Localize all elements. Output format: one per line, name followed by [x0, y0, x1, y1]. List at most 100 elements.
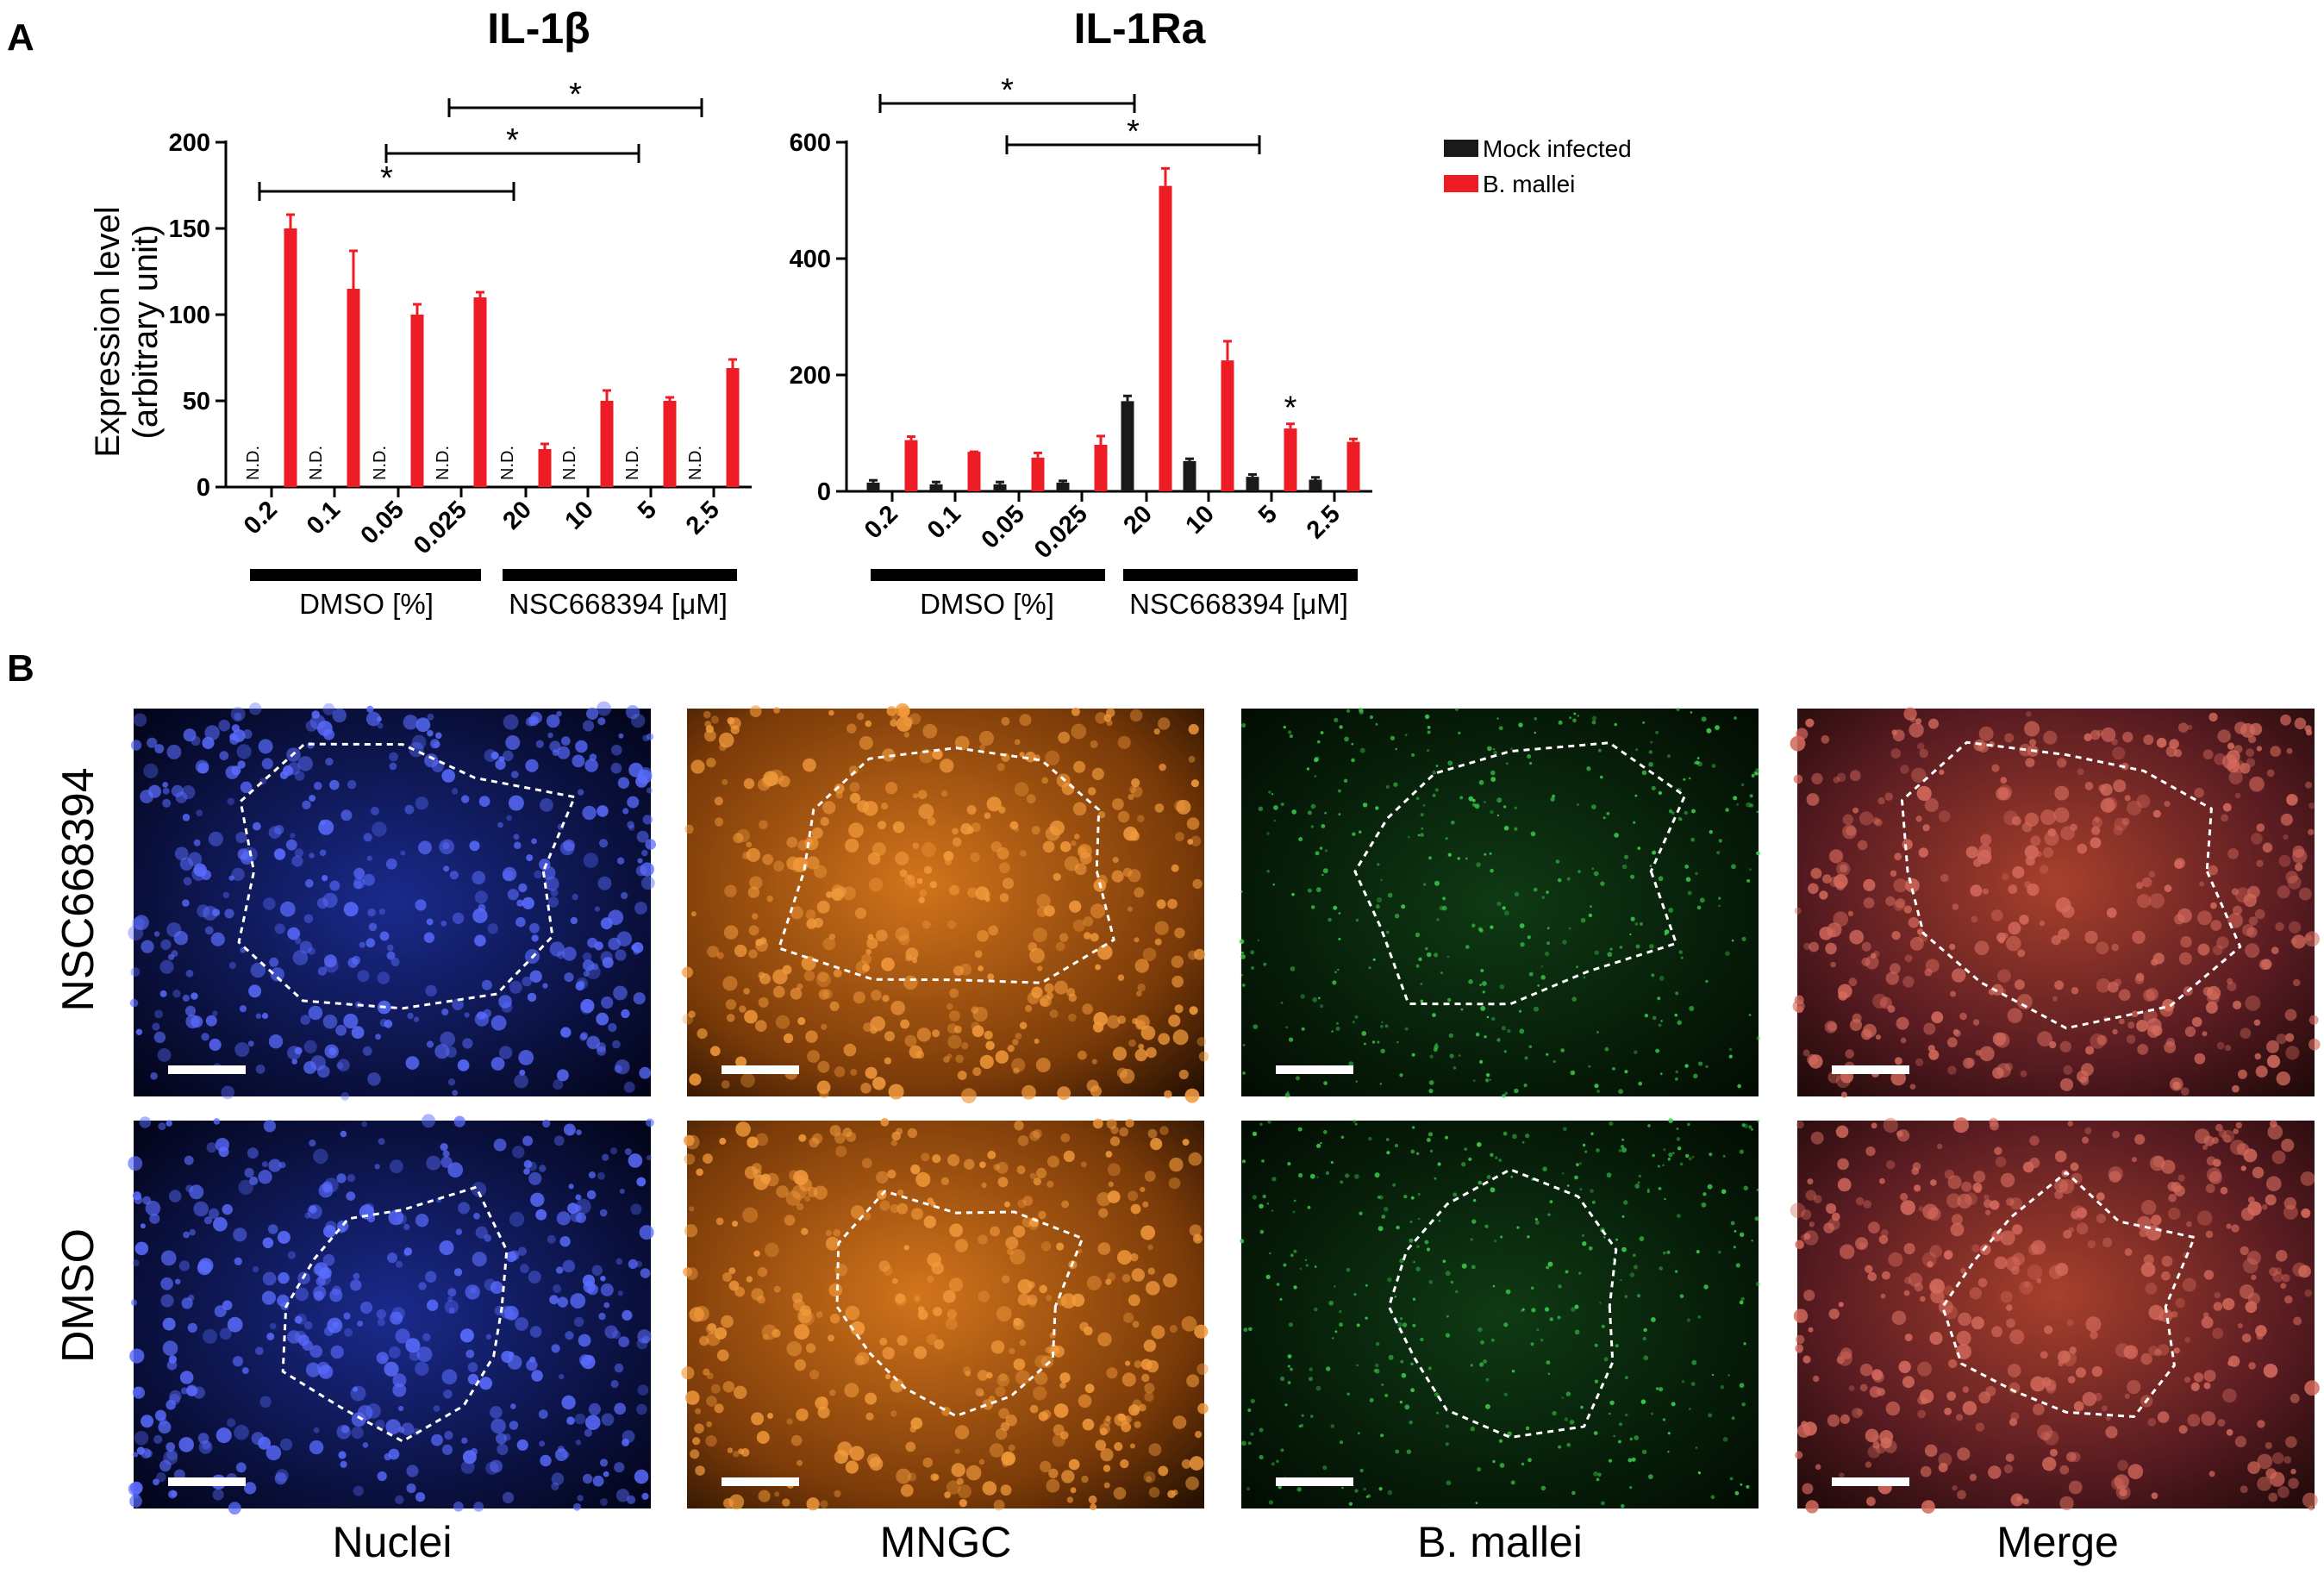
micrograph-dmso-mngc: [681, 1117, 1209, 1511]
x-tick-label: 5: [633, 496, 662, 525]
point-significance-star: *: [1284, 390, 1297, 427]
bar-mock-infected: [993, 484, 1007, 491]
group-label-nsc: NSC668394 [μM]: [509, 588, 728, 620]
cell-texture: [128, 1114, 654, 1515]
scale-bar: [1832, 1477, 1909, 1486]
bar-b-mallei: [538, 449, 552, 487]
mngc-outline: [1901, 740, 2242, 1030]
mngc-outline: [237, 742, 577, 1010]
column-label-bmallei: B. mallei: [1417, 1518, 1583, 1566]
column-label-mngc: MNGC: [880, 1518, 1012, 1566]
micrograph-background: [1241, 1121, 1759, 1508]
bar-b-mallei: [1159, 185, 1172, 491]
scale-bar: [168, 1477, 246, 1486]
group-bar: [503, 569, 737, 581]
not-detected-label: N.D.: [371, 446, 390, 480]
mngc-outline: [835, 1190, 1084, 1418]
y-tick-label: 600: [790, 129, 831, 157]
cell-texture: [1790, 707, 2321, 1098]
mngc-outline: [1941, 1171, 2196, 1418]
y-axis-label-line1: Expression level: [89, 206, 127, 457]
chart-il1b: IL-1β Expression level (arbitrary unit) …: [89, 4, 752, 620]
y-tick-label: 200: [790, 362, 831, 390]
significance-star: *: [569, 77, 582, 113]
scale-bar: [168, 1065, 246, 1074]
column-label-nuclei: Nuclei: [333, 1518, 453, 1566]
cell-texture: [128, 701, 656, 1101]
micrograph-nsc668394-bmallei: [1239, 707, 1761, 1098]
y-tick-label: 150: [169, 215, 210, 243]
y-tick-label: 200: [169, 129, 210, 157]
x-tick-label: 0.2: [239, 496, 283, 540]
group-label-nsc: NSC668394 [μM]: [1129, 588, 1348, 620]
x-tick-label: 20: [498, 496, 537, 534]
y-tick-label: 100: [169, 302, 210, 329]
column-label-merge: Merge: [1996, 1518, 2119, 1566]
not-detected-label: N.D.: [434, 446, 453, 480]
bar-b-mallei: [726, 368, 740, 487]
not-detected-label: N.D.: [244, 446, 263, 480]
significance-star: *: [506, 122, 519, 159]
x-tick-label: 10: [1181, 500, 1220, 539]
group-bar: [871, 569, 1105, 581]
x-tick-label: 0.1: [302, 496, 346, 540]
cell-texture: [1790, 1117, 2320, 1514]
micrograph-background: [1241, 709, 1759, 1096]
micrograph-nsc668394-nuclei: [128, 701, 656, 1101]
bar-b-mallei: [347, 289, 360, 487]
y-tick-label: 50: [183, 388, 210, 415]
chart-title: IL-1Ra: [1074, 4, 1207, 53]
x-tick-label: 20: [1119, 500, 1158, 539]
significance-star: *: [1001, 72, 1014, 109]
micrograph-nsc668394-mngc: [682, 703, 1209, 1104]
not-detected-label: N.D.: [307, 446, 326, 480]
bar-mock-infected: [866, 482, 880, 491]
y-tick-label: 400: [790, 246, 831, 273]
legend-label-infected: B. mallei: [1483, 171, 1575, 197]
row-label-dmso: DMSO: [53, 1228, 103, 1363]
legend: Mock infected B. mallei: [1444, 135, 1632, 197]
group-bar: [1123, 569, 1358, 581]
x-tick-label: 5: [1253, 500, 1283, 529]
mngc-outline: [778, 746, 1115, 984]
cell-texture: [1239, 707, 1761, 1098]
significance-star: *: [1127, 114, 1140, 150]
bar-b-mallei: [1284, 428, 1297, 491]
bar-b-mallei: [663, 401, 677, 487]
micrograph-grid: [128, 701, 2321, 1515]
legend-swatch-infected: [1444, 175, 1478, 192]
chart-il1ra: IL-1Ra DMSO [%] NSC668394 [μM] 0 200 400 60…: [790, 4, 1372, 620]
y-tick-label: 0: [817, 478, 831, 506]
x-tick-label: 0.05: [355, 496, 409, 550]
mngc-outline: [1387, 1168, 1618, 1439]
row-label-nsc668394: NSC668394: [53, 767, 103, 1011]
bar-mock-infected: [1183, 460, 1196, 491]
scale-bar: [1276, 1065, 1353, 1074]
scale-bar: [1832, 1065, 1909, 1074]
bar-b-mallei: [473, 297, 487, 487]
not-detected-label: N.D.: [623, 446, 642, 480]
legend-label-mock: Mock infected: [1483, 135, 1632, 162]
bar-b-mallei: [904, 440, 918, 491]
bar-mock-infected: [1056, 482, 1070, 491]
micrograph-background: [1797, 709, 2315, 1096]
x-tick-label: 0.05: [976, 500, 1030, 554]
panel-label-a: A: [7, 16, 34, 59]
x-tick-label: 0.1: [922, 500, 966, 544]
x-tick-label: 2.5: [1302, 500, 1346, 544]
bar-b-mallei: [1094, 445, 1108, 491]
panel-label-b: B: [7, 647, 34, 690]
group-label-dmso: DMSO [%]: [299, 588, 434, 620]
cell-texture: [681, 1117, 1209, 1511]
significance-star: *: [380, 160, 393, 197]
bar-b-mallei: [1221, 360, 1234, 491]
micrograph-dmso-bmallei: [1240, 1118, 1760, 1508]
scale-bar: [1276, 1477, 1353, 1486]
micrograph-dmso-nuclei: [128, 1114, 654, 1515]
bar-b-mallei: [410, 315, 424, 487]
y-axis-label: Expression level (arbitrary unit): [89, 206, 165, 457]
bar-mock-infected: [1121, 401, 1134, 491]
bar-b-mallei: [600, 401, 614, 487]
bar-mock-infected: [1309, 479, 1322, 491]
bar-b-mallei: [284, 228, 297, 487]
